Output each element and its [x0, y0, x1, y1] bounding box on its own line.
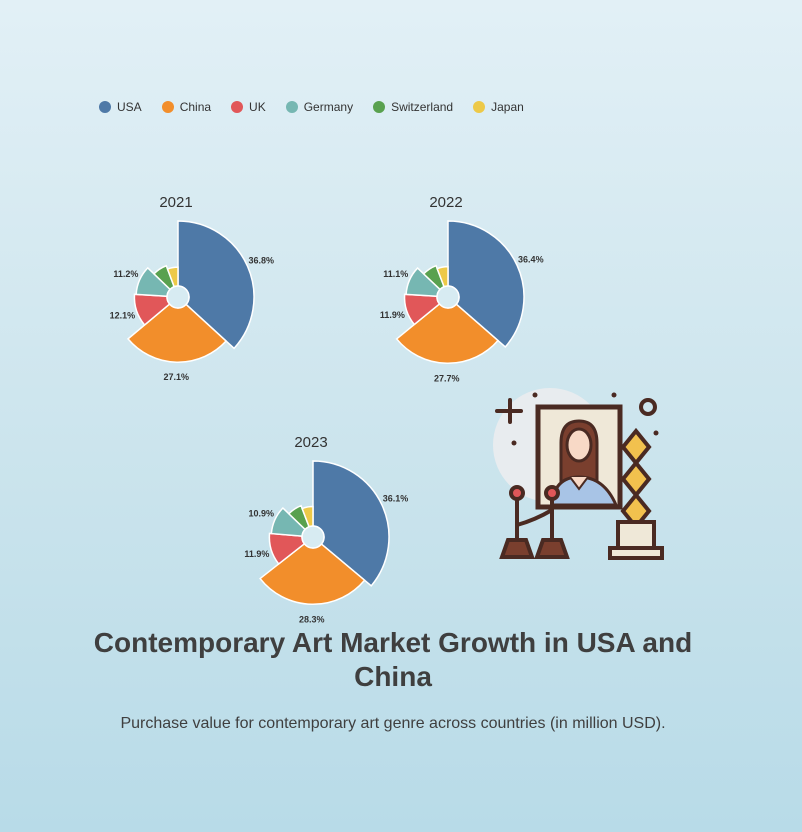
art-illustration — [493, 388, 664, 560]
ring-icon — [639, 398, 657, 416]
dot-icon — [532, 392, 538, 398]
chart-title: 2022 — [429, 194, 462, 211]
pie-center-hole — [166, 285, 190, 309]
page-subtitle: Purchase value for contemporary art genr… — [120, 715, 666, 732]
legend-item-switzerland[interactable]: Switzerland — [373, 100, 453, 114]
pie-chart-2023: 2023 36.1% 28.3% 11.9% 10.9% — [244, 434, 408, 624]
legend-label: USA — [117, 100, 142, 114]
data-label: 11.2% — [113, 269, 138, 279]
legend-label: Japan — [491, 100, 524, 114]
data-label: 11.1% — [383, 269, 408, 279]
pie-center-hole — [436, 285, 460, 309]
legend-item-germany[interactable]: Germany — [285, 100, 354, 114]
legend-dot — [473, 101, 486, 113]
legend-label: China — [179, 100, 212, 114]
legend-item-china[interactable]: China — [161, 100, 212, 114]
diamond-sculpture — [608, 427, 664, 560]
data-label: 27.7% — [434, 373, 460, 383]
legend-dot — [231, 101, 244, 113]
legend-item-japan[interactable]: Japan — [473, 100, 524, 114]
legend-label: Switzerland — [391, 100, 454, 114]
pie-chart-2021: 2021 36.8% 27.1% 12.1% 11.2% — [110, 194, 274, 382]
dot-icon — [653, 430, 659, 436]
easel-stand — [499, 485, 570, 559]
data-label: 11.9% — [380, 310, 405, 320]
legend-dot — [373, 101, 386, 113]
legend-dot — [285, 101, 298, 113]
legend-dot — [99, 101, 111, 113]
sparkle-icon — [495, 398, 523, 424]
data-label: 36.8% — [249, 255, 275, 265]
legend-item-uk[interactable]: UK — [231, 100, 266, 114]
chart-title: 2021 — [159, 194, 192, 211]
legend: USA China UK Germany Switzerland Japan — [99, 97, 524, 117]
data-label: 10.9% — [249, 509, 275, 519]
pie-center-hole — [301, 525, 325, 549]
data-label: 27.1% — [163, 372, 189, 382]
data-label: 36.4% — [518, 254, 544, 264]
data-label: 12.1% — [110, 310, 136, 320]
chart-title: 2023 — [294, 434, 327, 451]
data-label: 28.3% — [299, 614, 325, 624]
legend-label: UK — [249, 100, 266, 114]
pie-chart-2022: 2022 36.4% 27.7% 11.9% 11.1% — [380, 194, 544, 383]
page-title: Contemporary Art Market Growth in USA an… — [93, 627, 693, 692]
legend-label: Germany — [303, 100, 354, 114]
dot-icon — [511, 440, 517, 446]
portrait-painting — [535, 404, 623, 510]
dot-icon — [611, 392, 617, 398]
legend-dot — [161, 101, 174, 113]
legend-item-usa[interactable]: USA — [99, 100, 142, 114]
data-label: 36.1% — [383, 494, 409, 504]
data-label: 11.9% — [244, 549, 269, 559]
